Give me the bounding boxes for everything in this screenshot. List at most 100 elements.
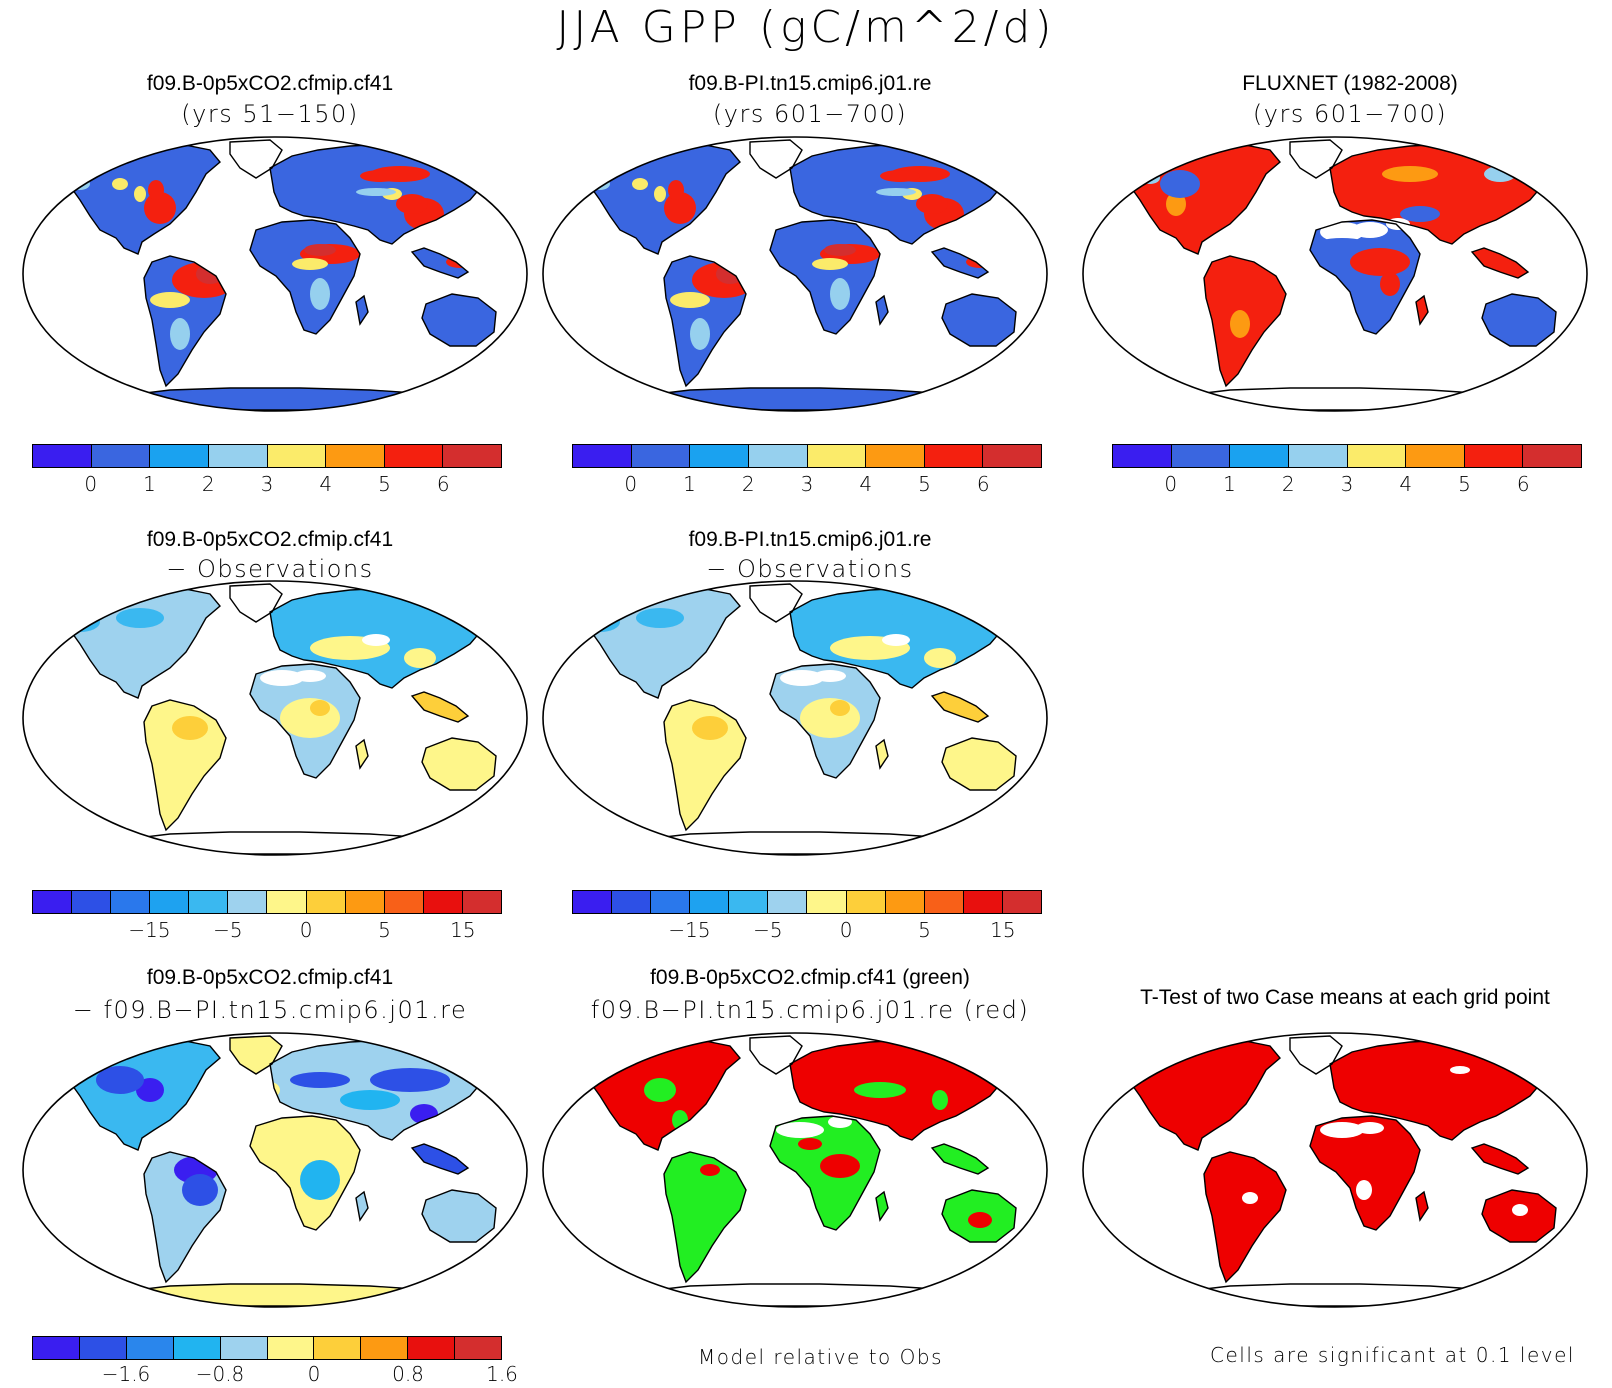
coastline-sea — [1470, 1143, 1530, 1175]
coastline-sea — [930, 691, 990, 723]
data-field-region — [632, 178, 648, 190]
colorbar-swatch — [189, 891, 229, 913]
data-field-region — [292, 258, 328, 270]
landmass-sa — [664, 1152, 746, 1282]
colorbar-tick-label: 6 — [976, 472, 990, 496]
colorbar-swatch — [79, 1337, 127, 1359]
data-field-region — [1320, 222, 1364, 242]
coastline-aus — [941, 293, 1017, 347]
colorbar-swatch — [631, 445, 691, 467]
landmass-aus — [1482, 1190, 1556, 1242]
data-field-region — [300, 1160, 340, 1200]
data-field-region — [1450, 1066, 1470, 1074]
colorbar-swatch — [314, 1337, 362, 1359]
colorbar-tick-label: 0 — [307, 1362, 321, 1386]
colorbar-panel-1 — [32, 444, 502, 468]
panel-5-title: f09.B-PI.tn15.cmip6.j01.re — [688, 528, 932, 551]
colorbar-swatch — [1406, 445, 1465, 467]
colorbar-swatch — [612, 891, 652, 913]
map-panel-8 — [1082, 1032, 1588, 1308]
colorbar-swatch — [963, 891, 1003, 913]
landmass-aus — [422, 294, 496, 346]
data-field-region — [1160, 170, 1200, 198]
landmass-africa — [770, 220, 880, 334]
map-panel-2 — [542, 136, 1048, 412]
coastline-sea — [930, 1143, 990, 1175]
colorbar-panel-2 — [572, 444, 1042, 468]
landmass-greenland — [750, 1036, 802, 1074]
coastline-sea — [1470, 247, 1530, 279]
colorbar-swatch — [33, 891, 73, 913]
data-field-region — [1242, 1192, 1258, 1204]
coastline-africa — [769, 1115, 881, 1231]
colorbar-swatch — [408, 1337, 456, 1359]
colorbar-ticks-panel-5: −15 −5 0 5 15 — [572, 918, 1042, 944]
coastline-madag — [875, 1190, 889, 1222]
colorbar-tick-label: −5 — [213, 918, 243, 942]
map-panel-5 — [542, 580, 1048, 856]
coastline-aus — [941, 737, 1017, 791]
data-field-region — [654, 186, 666, 202]
landmass-greenland — [750, 584, 802, 622]
colorbar-swatch — [1347, 445, 1407, 467]
colorbar-swatch — [924, 891, 964, 913]
colorbar-swatch — [885, 891, 925, 913]
data-field-region — [1230, 310, 1250, 338]
coastline-sa — [663, 255, 747, 388]
coastline-madag — [355, 294, 369, 326]
colorbar-tick-label: 0 — [1164, 472, 1178, 496]
coastline-sea — [410, 691, 470, 723]
data-field-region — [820, 1154, 860, 1178]
data-field-region — [674, 736, 706, 760]
coastline-greenland — [749, 1035, 803, 1075]
coastline-sea — [930, 247, 990, 279]
data-field-region — [1320, 1122, 1364, 1138]
data-field-region — [404, 648, 436, 668]
data-field-region — [134, 186, 146, 202]
colorbar-tick-label: 3 — [800, 472, 814, 496]
colorbar-swatch — [208, 445, 268, 467]
colorbar-swatch — [748, 445, 808, 467]
data-field-region — [154, 736, 186, 760]
colorbar-swatch — [173, 1337, 221, 1359]
coastline-sa — [1203, 1151, 1287, 1284]
data-field-region — [1382, 166, 1438, 182]
data-field-region — [170, 318, 190, 350]
colorbar-panel-6 — [32, 1336, 502, 1360]
panel-3-subtitle: (yrs 601−700) — [1252, 100, 1448, 128]
colorbar-panel-5 — [572, 890, 1042, 914]
landmass-greenland — [230, 140, 282, 178]
colorbar-swatch — [924, 445, 984, 467]
data-field-region — [854, 1082, 906, 1098]
colorbar-tick-label: −1.6 — [101, 1362, 151, 1386]
panel-2-subtitle: (yrs 601−700) — [712, 100, 908, 128]
coastline-madag — [875, 738, 889, 770]
colorbar-swatch — [150, 445, 209, 467]
map-boundary — [542, 1032, 1048, 1308]
panel-1-subtitle: (yrs 51−150) — [181, 100, 359, 128]
data-field-region — [824, 244, 856, 256]
colorbar-swatch — [443, 445, 501, 467]
colorbar-tick-label: 5 — [378, 472, 391, 496]
colorbar-tick-label: 0 — [624, 472, 638, 496]
landmass-sa — [1204, 1152, 1286, 1282]
coastline-greenland — [749, 583, 803, 623]
data-field-region — [664, 192, 696, 224]
coastline-sa — [143, 255, 227, 388]
colorbar-tick-label: 2 — [1281, 472, 1295, 496]
colorbar-tick-label: 6 — [436, 472, 450, 496]
data-field-region — [668, 180, 684, 200]
colorbar-swatch — [866, 445, 925, 467]
colorbar-swatch — [267, 445, 327, 467]
colorbar-swatch — [1523, 445, 1581, 467]
data-field-region — [182, 1174, 218, 1206]
colorbar-tick-label: 0.8 — [392, 1362, 424, 1386]
coastline-sa — [663, 1151, 747, 1284]
data-field-region — [882, 634, 910, 646]
colorbar-tick-label: 1 — [1223, 472, 1236, 496]
data-field-region — [96, 1066, 144, 1094]
map-boundary — [1082, 1032, 1588, 1308]
colorbar-tick-label: 2 — [741, 472, 755, 496]
coastline-aus — [421, 293, 497, 347]
landmass-aus — [942, 738, 1016, 790]
